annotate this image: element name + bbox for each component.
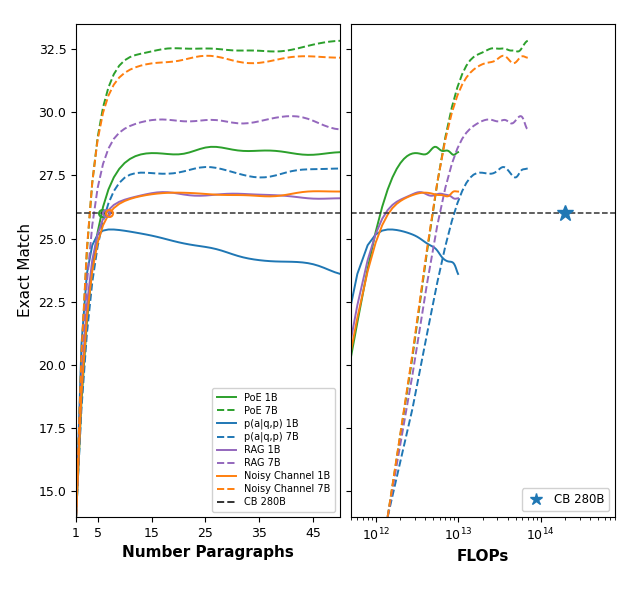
Y-axis label: Exact Match: Exact Match xyxy=(18,223,33,317)
Legend: PoE 1B, PoE 7B, p(a|q,p) 1B, p(a|q,p) 7B, RAG 1B, RAG 7B, Noisy Channel 1B, Nois: PoE 1B, PoE 7B, p(a|q,p) 1B, p(a|q,p) 7B… xyxy=(212,388,335,512)
X-axis label: FLOPs: FLOPs xyxy=(456,549,509,564)
X-axis label: Number Paragraphs: Number Paragraphs xyxy=(122,545,294,560)
Legend: CB 280B: CB 280B xyxy=(522,488,609,511)
